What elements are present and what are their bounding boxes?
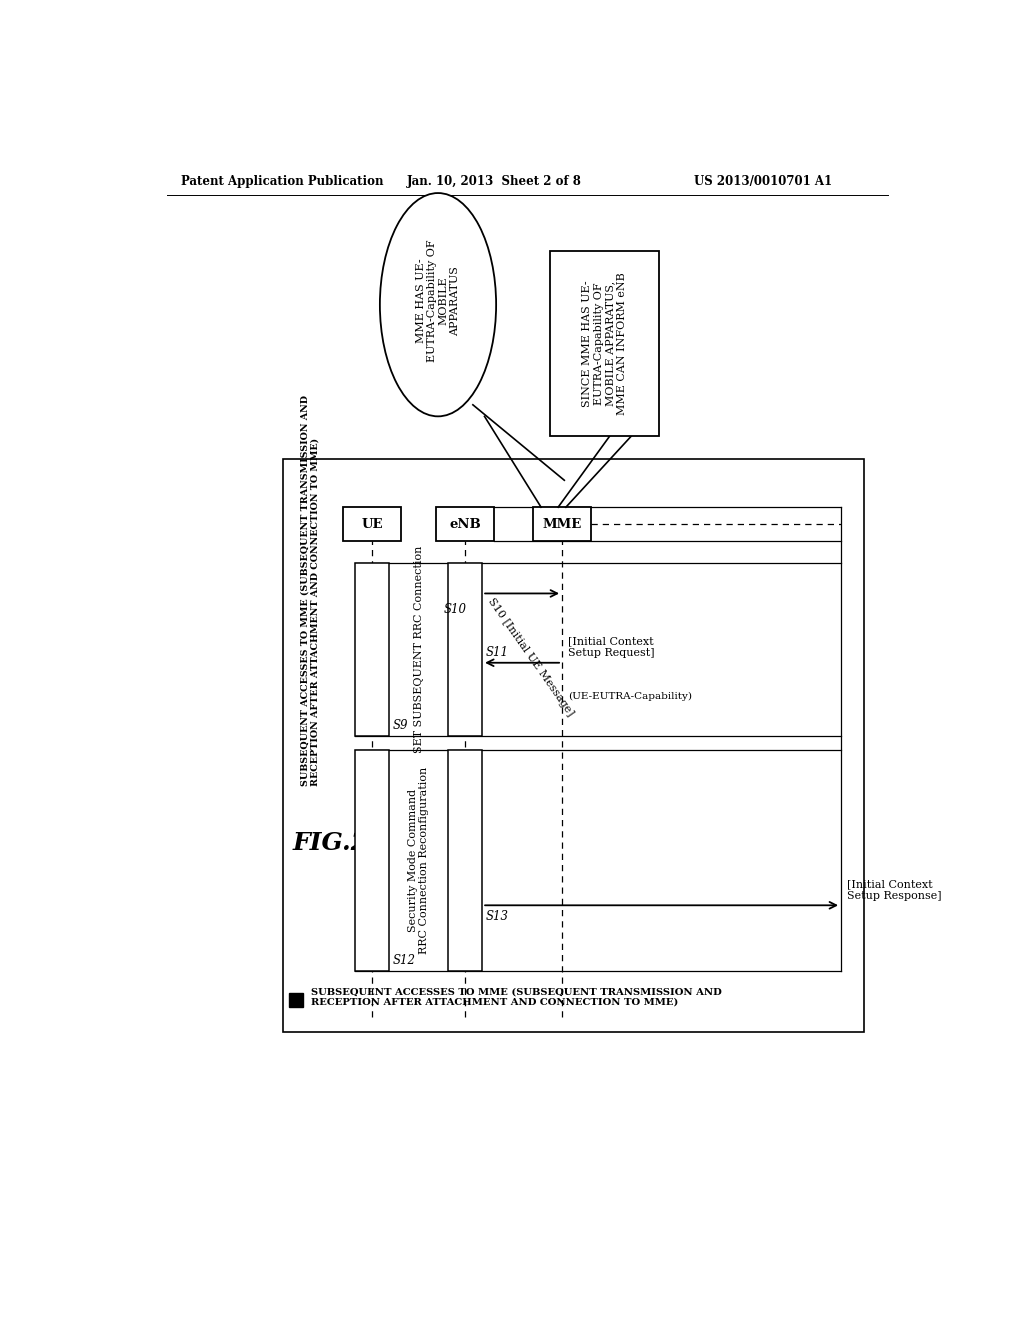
Bar — [283, 459, 864, 1032]
Text: S13: S13 — [485, 909, 508, 923]
Text: S11: S11 — [485, 645, 508, 659]
Text: UE: UE — [361, 517, 383, 531]
Text: SUBSEQUENT ACCESSES TO MME (SUBSEQUENT TRANSMISSION AND
RECEPTION AFTER ATTACHME: SUBSEQUENT ACCESSES TO MME (SUBSEQUENT T… — [300, 395, 319, 785]
FancyBboxPatch shape — [343, 507, 400, 541]
Text: Jan. 10, 2013  Sheet 2 of 8: Jan. 10, 2013 Sheet 2 of 8 — [407, 176, 582, 189]
Text: SET SUBSEQUENT RRC Connection: SET SUBSEQUENT RRC Connection — [414, 545, 424, 752]
Text: US 2013/0010701 A1: US 2013/0010701 A1 — [693, 176, 831, 189]
Text: SUBSEQUENT ACCESSES TO MME (SUBSEQUENT TRANSMISSION AND
RECEPTION AFTER ATTACHME: SUBSEQUENT ACCESSES TO MME (SUBSEQUENT T… — [311, 987, 722, 1007]
Text: SINCE MME HAS UE-
EUTRA-Capability OF
MOBILE APPARATUS,
MME CAN INFORM eNB: SINCE MME HAS UE- EUTRA-Capability OF MO… — [583, 272, 627, 414]
Text: S10: S10 — [443, 603, 466, 615]
Text: [Initial Context
Setup Response]: [Initial Context Setup Response] — [847, 879, 942, 900]
Text: FIG.2: FIG.2 — [292, 832, 369, 855]
FancyBboxPatch shape — [436, 507, 494, 541]
Text: eNB: eNB — [450, 517, 481, 531]
FancyBboxPatch shape — [355, 562, 389, 737]
Text: Patent Application Publication: Patent Application Publication — [180, 176, 383, 189]
Ellipse shape — [380, 193, 496, 416]
Text: S9: S9 — [392, 719, 408, 733]
Text: MME: MME — [543, 517, 582, 531]
Text: [Initial Context
Setup Request]: [Initial Context Setup Request] — [568, 636, 654, 659]
Bar — [289, 993, 303, 1007]
FancyBboxPatch shape — [550, 251, 658, 436]
FancyBboxPatch shape — [534, 507, 591, 541]
Text: S10 [Initial UE Message]: S10 [Initial UE Message] — [486, 597, 575, 718]
FancyBboxPatch shape — [449, 750, 482, 970]
FancyBboxPatch shape — [355, 750, 389, 970]
Text: Security Mode Command
RRC Connection Reconfiguration: Security Mode Command RRC Connection Rec… — [408, 767, 429, 954]
Text: S12: S12 — [392, 954, 416, 968]
Text: (UE-EUTRA-Capability): (UE-EUTRA-Capability) — [568, 692, 692, 701]
FancyBboxPatch shape — [449, 562, 482, 737]
Text: MME HAS UE-
EUTRA-Capability OF
MOBILE
APPARATUS: MME HAS UE- EUTRA-Capability OF MOBILE A… — [416, 239, 461, 362]
